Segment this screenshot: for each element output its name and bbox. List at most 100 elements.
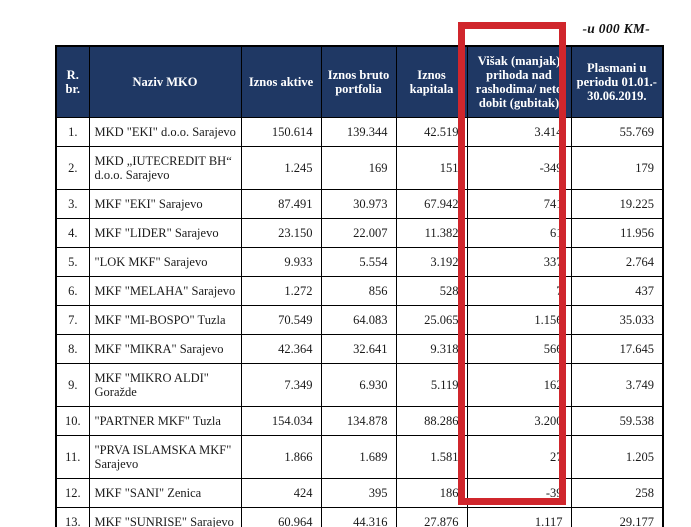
table-row: 1. MKD "EKI" d.o.o. Sarajevo 150.614 139.34…: [55, 117, 664, 147]
visak-manjak-cell: 741: [466, 189, 572, 219]
table-header-row: R. br. Naziv MKO Iznos aktive Iznos brut…: [55, 45, 664, 118]
row-number-cell: 2.: [55, 146, 90, 190]
header-visak-manjak: Višak (manjak) prihoda nad rashodima/ ne…: [466, 45, 572, 118]
iznos-kapitala-cell: 3.192: [395, 247, 468, 277]
row-number-cell: 7.: [55, 305, 90, 335]
iznos-aktive-cell: 70.549: [240, 305, 322, 335]
bruto-portfolio-cell: 1.689: [320, 435, 397, 479]
plasmani-cell: 437: [570, 276, 664, 306]
iznos-aktive-cell: 60.964: [240, 507, 322, 527]
mko-financials-table: R. br. Naziv MKO Iznos aktive Iznos brut…: [55, 45, 664, 527]
table-row: 8. MKF "MIKRA" Sarajevo 42.364 32.641 9.318 5…: [55, 334, 664, 364]
iznos-aktive-cell: 1.272: [240, 276, 322, 306]
plasmani-cell: 55.769: [570, 117, 664, 147]
visak-manjak-cell: -349: [466, 146, 572, 190]
visak-manjak-cell: 27: [466, 435, 572, 479]
plasmani-cell: 11.956: [570, 218, 664, 248]
table-row: 11. "PRVA ISLAMSKA MKF" Sarajevo 1.866 1.68…: [55, 435, 664, 479]
row-number-cell: 11.: [55, 435, 90, 479]
mko-name-cell: MKF "MELAHA" Sarajevo: [88, 276, 242, 306]
visak-manjak-cell: 162: [466, 363, 572, 407]
mko-name-cell: "PARTNER MKF" Tuzla: [88, 406, 242, 436]
mko-name-cell: MKF "SUNRISE" Sarajevo: [88, 507, 242, 527]
table-row: 7. MKF "MI-BOSPO" Tuzla 70.549 64.083 25.065…: [55, 305, 664, 335]
header-bruto-portfolio: Iznos bruto portfolia: [320, 45, 397, 118]
row-number-cell: 10.: [55, 406, 90, 436]
plasmani-cell: 179: [570, 146, 664, 190]
table-row: 12. MKF "SANI" Zenica 424 395 186 -39 258: [55, 478, 664, 508]
iznos-kapitala-cell: 151: [395, 146, 468, 190]
iznos-kapitala-cell: 25.065: [395, 305, 468, 335]
bruto-portfolio-cell: 395: [320, 478, 397, 508]
mko-name-cell: MKF "EKI" Sarajevo: [88, 189, 242, 219]
mko-name-cell: MKF "MIKRO ALDI" Goražde: [88, 363, 242, 407]
table-row: 5. "LOK MKF" Sarajevo 9.933 5.554 3.192 337 2.…: [55, 247, 664, 277]
iznos-aktive-cell: 87.491: [240, 189, 322, 219]
iznos-aktive-cell: 424: [240, 478, 322, 508]
visak-manjak-cell: 1.117: [466, 507, 572, 527]
header-row-number: R. br.: [55, 45, 90, 118]
row-number-cell: 3.: [55, 189, 90, 219]
plasmani-cell: 17.645: [570, 334, 664, 364]
plasmani-cell: 59.538: [570, 406, 664, 436]
bruto-portfolio-cell: 169: [320, 146, 397, 190]
bruto-portfolio-cell: 5.554: [320, 247, 397, 277]
iznos-aktive-cell: 1.866: [240, 435, 322, 479]
mko-name-cell: MKD "EKI" d.o.o. Sarajevo: [88, 117, 242, 147]
table-row: 3. MKF "EKI" Sarajevo 87.491 30.973 67.942 74…: [55, 189, 664, 219]
table-body: 1. MKD "EKI" d.o.o. Sarajevo 150.614 139.34…: [55, 117, 664, 527]
plasmani-cell: 3.749: [570, 363, 664, 407]
iznos-kapitala-cell: 27.876: [395, 507, 468, 527]
visak-manjak-cell: 3.414: [466, 117, 572, 147]
iznos-kapitala-cell: 88.286: [395, 406, 468, 436]
plasmani-cell: 2.764: [570, 247, 664, 277]
visak-manjak-cell: 566: [466, 334, 572, 364]
row-number-cell: 4.: [55, 218, 90, 248]
header-iznos-aktive: Iznos aktive: [240, 45, 322, 118]
table-row: 9. MKF "MIKRO ALDI" Goražde 7.349 6.930 5.11…: [55, 363, 664, 407]
bruto-portfolio-cell: 139.344: [320, 117, 397, 147]
iznos-kapitala-cell: 5.119: [395, 363, 468, 407]
table-row: 10. "PARTNER MKF" Tuzla 154.034 134.878 88.2…: [55, 406, 664, 436]
iznos-aktive-cell: 154.034: [240, 406, 322, 436]
visak-manjak-cell: 3.200: [466, 406, 572, 436]
mko-name-cell: MKF "SANI" Zenica: [88, 478, 242, 508]
iznos-aktive-cell: 1.245: [240, 146, 322, 190]
table-row: 4. MKF "LIDER" Sarajevo 23.150 22.007 11.382…: [55, 218, 664, 248]
bruto-portfolio-cell: 64.083: [320, 305, 397, 335]
mko-name-cell: "LOK MKF" Sarajevo: [88, 247, 242, 277]
mko-name-cell: "PRVA ISLAMSKA MKF" Sarajevo: [88, 435, 242, 479]
iznos-kapitala-cell: 1.581: [395, 435, 468, 479]
bruto-portfolio-cell: 134.878: [320, 406, 397, 436]
iznos-kapitala-cell: 186: [395, 478, 468, 508]
iznos-aktive-cell: 9.933: [240, 247, 322, 277]
row-number-cell: 9.: [55, 363, 90, 407]
bruto-portfolio-cell: 30.973: [320, 189, 397, 219]
bruto-portfolio-cell: 44.316: [320, 507, 397, 527]
header-plasmani: Plasmani u periodu 01.01.- 30.06.2019.: [570, 45, 664, 118]
row-number-cell: 13.: [55, 507, 90, 527]
iznos-kapitala-cell: 11.382: [395, 218, 468, 248]
row-number-cell: 12.: [55, 478, 90, 508]
iznos-kapitala-cell: 42.519: [395, 117, 468, 147]
iznos-aktive-cell: 23.150: [240, 218, 322, 248]
table-row: 13. MKF "SUNRISE" Sarajevo 60.964 44.316 27.…: [55, 507, 664, 527]
iznos-aktive-cell: 150.614: [240, 117, 322, 147]
visak-manjak-cell: 7: [466, 276, 572, 306]
plasmani-cell: 29.177: [570, 507, 664, 527]
visak-manjak-cell: 337: [466, 247, 572, 277]
row-number-cell: 5.: [55, 247, 90, 277]
plasmani-cell: 19.225: [570, 189, 664, 219]
iznos-kapitala-cell: 67.942: [395, 189, 468, 219]
mko-name-cell: MKF "LIDER" Sarajevo: [88, 218, 242, 248]
header-naziv-mko: Naziv MKO: [88, 45, 242, 118]
iznos-kapitala-cell: 528: [395, 276, 468, 306]
row-number-cell: 8.: [55, 334, 90, 364]
bruto-portfolio-cell: 22.007: [320, 218, 397, 248]
iznos-aktive-cell: 42.364: [240, 334, 322, 364]
plasmani-cell: 35.033: [570, 305, 664, 335]
plasmani-cell: 258: [570, 478, 664, 508]
bruto-portfolio-cell: 6.930: [320, 363, 397, 407]
iznos-kapitala-cell: 9.318: [395, 334, 468, 364]
bruto-portfolio-cell: 856: [320, 276, 397, 306]
